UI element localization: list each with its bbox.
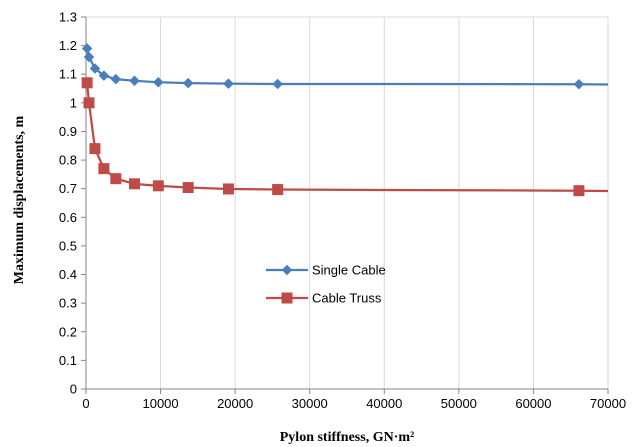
data-point (128, 178, 140, 190)
x-axis-title: Pylon stiffness, GN·m² (280, 430, 414, 445)
y-tick-label: 0.8 (59, 153, 77, 168)
y-tick-label: 0.7 (59, 181, 77, 196)
y-tick-label: 0.5 (59, 238, 77, 253)
data-point (110, 173, 122, 185)
data-point (182, 77, 194, 89)
y-tick-label: 0.9 (59, 124, 77, 139)
data-point (89, 63, 101, 74)
data-point (182, 182, 194, 194)
data-point (573, 185, 585, 197)
y-axis-ticks: 0 0.1 0.2 0.3 0.4 0.5 0.6 0.7 0.8 0.9 1 1.1 1.2 1.3 (59, 10, 86, 397)
x-tick-label: 70000 (590, 396, 626, 411)
data-point (573, 78, 585, 90)
x-tick-label: 30000 (292, 396, 328, 411)
data-point (98, 163, 110, 175)
x-tick-label: 10000 (142, 396, 178, 411)
y-axis-title: Maximum displacements, m (12, 115, 27, 284)
y-tick-label: 0.2 (59, 324, 77, 339)
y-tick-label: 0 (70, 382, 77, 397)
series (81, 43, 609, 197)
x-axis-ticks: 0 10000 20000 30000 40000 50000 60000 70000 (82, 389, 626, 411)
gridlines (86, 16, 609, 389)
x-tick-label: 0 (82, 396, 89, 411)
data-point (223, 78, 234, 90)
data-point (152, 180, 164, 192)
data-point (98, 70, 110, 82)
y-tick-label: 1.2 (59, 38, 77, 53)
x-tick-label: 40000 (366, 396, 402, 411)
x-tick-label: 50000 (441, 396, 477, 411)
data-point (129, 75, 140, 87)
axes (85, 17, 608, 390)
legend-label: Cable Truss (312, 291, 382, 306)
y-tick-label: 1.1 (59, 67, 77, 82)
legend-label: Single Cable (312, 263, 386, 278)
data-point (222, 183, 234, 195)
series-line (85, 82, 609, 193)
data-point (81, 77, 93, 89)
data-point (83, 51, 95, 63)
y-tick-label: 0.1 (59, 353, 77, 368)
data-point (83, 97, 95, 109)
data-point (89, 143, 101, 155)
x-tick-label: 60000 (515, 396, 551, 411)
data-point (110, 73, 122, 85)
y-tick-label: 0.4 (59, 267, 77, 282)
data-point (152, 76, 164, 88)
series-single-cable (81, 43, 609, 90)
legend-marker (281, 292, 293, 304)
y-tick-label: 0.6 (59, 210, 77, 225)
y-tick-label: 0.3 (59, 296, 77, 311)
y-tick-label: 1.3 (59, 10, 77, 25)
data-point (81, 43, 93, 54)
y-tick-label: 1 (70, 95, 77, 110)
series-cable-truss (81, 77, 609, 197)
x-tick-label: 20000 (217, 396, 253, 411)
series-line (86, 48, 609, 86)
data-point (272, 184, 284, 196)
data-point (272, 78, 284, 90)
legend-marker (281, 264, 293, 276)
legend: Single Cable Cable Truss (266, 263, 386, 306)
